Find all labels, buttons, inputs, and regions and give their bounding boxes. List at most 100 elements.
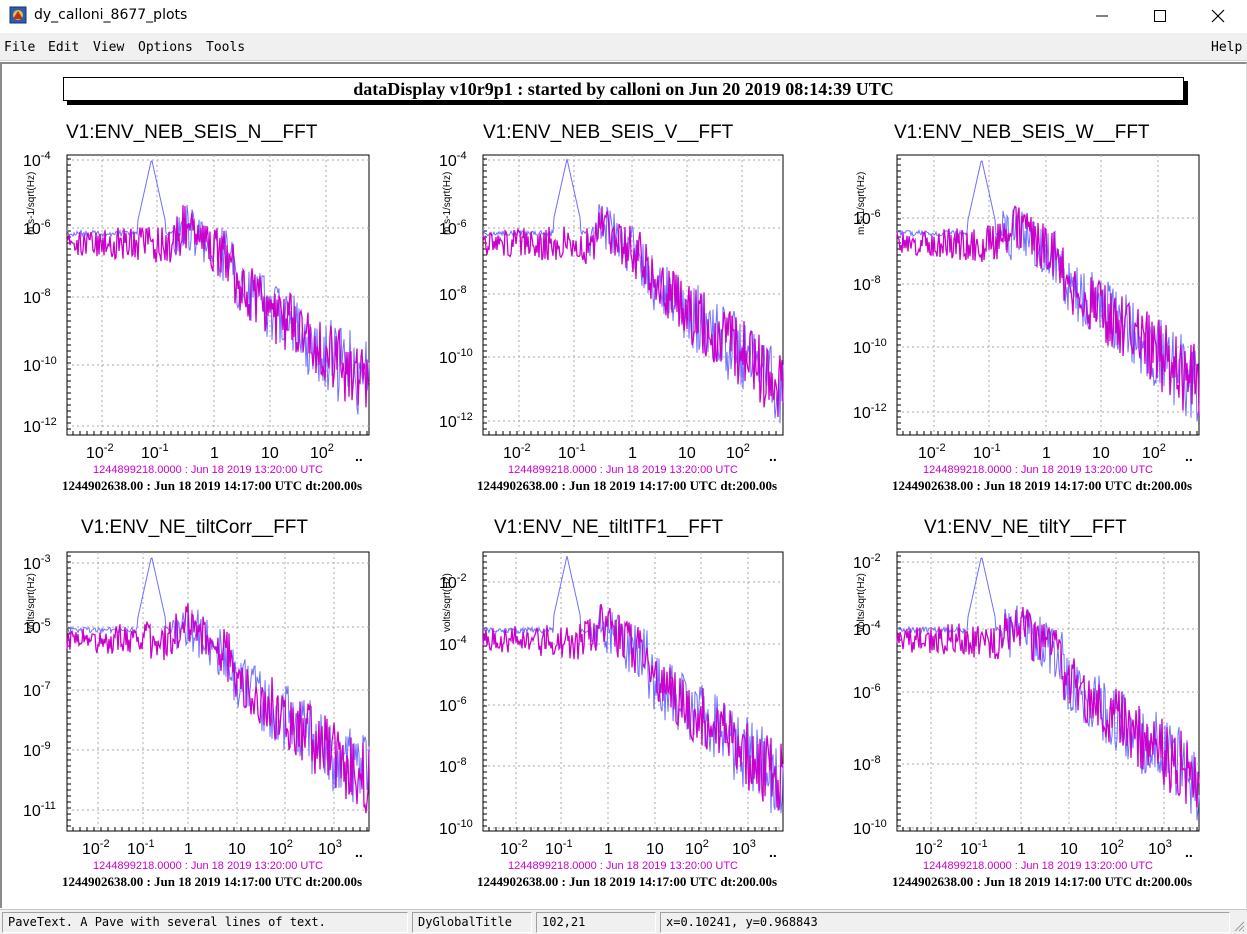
maximize-icon — [1154, 10, 1166, 22]
y-tick-label: 10-6 — [853, 208, 881, 228]
reference-time-label: 1244899218.0000 : Jun 18 2019 13:20:00 U… — [93, 464, 323, 476]
x-tick-label: 10-2 — [82, 838, 110, 858]
reference-spectrum-trace[interactable] — [896, 607, 1200, 808]
y-axis-label: m.s-1/sqrt(Hz) — [856, 172, 867, 235]
menu-view[interactable]: View — [93, 40, 125, 55]
maximize-button[interactable] — [1137, 0, 1183, 32]
y-axis-label: m.s-1/sqrt(Hz) — [26, 172, 37, 235]
plot-panel[interactable]: m.s-1/sqrt(Hz) 10-4 10-6 10-8 10-10 10-12 10-2… — [23, 150, 370, 493]
x-tick-label: 102 — [1142, 442, 1166, 462]
y-tick-label: 10-10 — [23, 355, 57, 375]
panel-title[interactable]: V1:ENV_NE_tiltITF1__FFT — [494, 517, 724, 538]
y-axis-label: m.s-1/sqrt(Hz) — [442, 172, 453, 235]
reference-spectrum-trace[interactable] — [482, 206, 784, 418]
global-title[interactable]: dataDisplay v10r9p1 : started by calloni… — [63, 77, 1184, 101]
y-axis-label: volts/sqrt(Hz) — [856, 573, 867, 632]
live-spectrum-trace[interactable] — [482, 158, 784, 424]
close-button[interactable] — [1195, 0, 1241, 32]
x-axis-overflow-marker: .. — [1185, 844, 1193, 860]
live-time-label: 1244902638.00 : Jun 18 2019 14:17:00 UTC… — [62, 874, 362, 889]
statusbar: PaveText. A Pave with several lines of t… — [0, 909, 1247, 934]
x-tick-label: 10 — [678, 445, 696, 462]
x-tick-label: 10-1 — [127, 838, 155, 858]
window-titlebar[interactable]: dy_calloni_8677_plots — [0, 0, 1247, 32]
plot-frame[interactable] — [66, 551, 370, 832]
y-tick-label: 10-12 — [439, 411, 473, 431]
x-axis-overflow-marker: .. — [1185, 448, 1193, 464]
x-axis-overflow-marker: .. — [769, 448, 777, 464]
reference-spectrum-trace[interactable] — [482, 603, 784, 811]
reference-spectrum-trace[interactable] — [896, 205, 1200, 416]
y-tick-label: 10-4 — [853, 619, 881, 639]
panel-title[interactable]: V1:ENV_NE_tiltCorr__FFT — [81, 517, 309, 538]
plot-frame[interactable] — [896, 154, 1200, 436]
x-axis-overflow-marker: .. — [355, 448, 363, 464]
reference-time-label: 1244899218.0000 : Jun 18 2019 13:20:00 U… — [923, 860, 1153, 872]
y-tick-label: 10-10 — [853, 337, 887, 357]
menu-tools[interactable]: Tools — [206, 40, 246, 55]
x-tick-label: 10-1 — [545, 838, 573, 858]
x-tick-label: 1 — [628, 445, 637, 462]
panel-title[interactable]: V1:ENV_NEB_SEIS_W__FFT — [894, 122, 1150, 143]
x-tick-label: 10 — [228, 841, 246, 858]
minimize-button[interactable] — [1079, 0, 1125, 32]
plot-frame[interactable] — [482, 551, 784, 832]
y-tick-label: 10-8 — [439, 284, 467, 304]
y-tick-label: 10-11 — [23, 800, 56, 820]
x-tick-label: 10-2 — [915, 838, 943, 858]
x-tick-label: 103 — [318, 838, 342, 858]
close-icon — [1211, 9, 1225, 23]
live-time-label: 1244902638.00 : Jun 18 2019 14:17:00 UTC… — [892, 874, 1192, 889]
live-spectrum-trace[interactable] — [482, 555, 784, 814]
x-tick-label: 1 — [1042, 445, 1051, 462]
reference-time-label: 1244899218.0000 : Jun 18 2019 13:20:00 U… — [923, 464, 1153, 476]
plot-panel[interactable]: m.s-1/sqrt(Hz)10-6 10-8 10-10 10-12 10-2 10-1… — [853, 154, 1200, 493]
x-tick-label: 10-2 — [918, 442, 946, 462]
reference-spectrum-trace[interactable] — [66, 603, 370, 814]
x-tick-label: 10-1 — [141, 442, 169, 462]
y-tick-label: 10-12 — [23, 416, 57, 436]
reference-spectrum-trace[interactable] — [66, 205, 370, 408]
menubar: File Edit View Options Tools Help — [0, 33, 1247, 61]
reference-time-label: 1244899218.0000 : Jun 18 2019 13:20:00 U… — [508, 860, 738, 872]
resize-grip-icon[interactable] — [1233, 920, 1245, 932]
menu-options[interactable]: Options — [138, 40, 193, 55]
live-time-label: 1244902638.00 : Jun 18 2019 14:17:00 UTC… — [477, 478, 777, 493]
menu-help[interactable]: Help — [1211, 40, 1243, 55]
x-tick-label: 102 — [269, 838, 293, 858]
y-tick-label: 10-2 — [853, 552, 881, 572]
y-tick-label: 10-8 — [853, 754, 881, 774]
y-tick-label: 10-10 — [439, 818, 473, 838]
status-pixel-position: 102,21 — [536, 912, 656, 933]
y-tick-label: 10-4 — [439, 634, 467, 654]
live-time-label: 1244902638.00 : Jun 18 2019 14:17:00 UTC… — [477, 874, 777, 889]
y-axis-label: volts/sqrt(Hz) — [26, 573, 37, 632]
window-title: dy_calloni_8677_plots — [34, 7, 188, 23]
x-tick-label: 10-1 — [973, 442, 1001, 462]
y-tick-label: 10-6 — [23, 218, 51, 238]
y-tick-label: 10-8 — [23, 287, 51, 307]
menu-file[interactable]: File — [4, 40, 36, 55]
y-tick-label: 10-6 — [853, 682, 881, 702]
plot-panel[interactable]: m.s-1/sqrt(Hz) 10-4 10-6 10-8 10-10 10-12 10-2… — [439, 150, 784, 493]
y-tick-label: 10-3 — [23, 553, 51, 573]
status-object-name: DyGlobalTitle — [412, 912, 532, 933]
x-tick-label: 10 — [646, 841, 664, 858]
x-tick-label: 10-1 — [960, 838, 988, 858]
panel-title[interactable]: V1:ENV_NEB_SEIS_N__FFT — [66, 122, 318, 143]
x-tick-label: 102 — [685, 838, 709, 858]
status-ndc-position: x=0.10241, y=0.968843 — [660, 912, 1230, 933]
reference-time-label: 1244899218.0000 : Jun 18 2019 13:20:00 U… — [508, 464, 738, 476]
x-tick-label: 10 — [261, 445, 279, 462]
y-tick-label: 10-4 — [23, 150, 51, 170]
plot-frame[interactable] — [66, 154, 370, 436]
menu-edit[interactable]: Edit — [48, 40, 80, 55]
panel-title[interactable]: V1:ENV_NEB_SEIS_V__FFT — [483, 122, 734, 143]
plot-frame[interactable] — [482, 154, 784, 436]
panel-title[interactable]: V1:ENV_NE_tiltY__FFT — [924, 517, 1127, 538]
x-tick-label: 10-2 — [86, 442, 114, 462]
